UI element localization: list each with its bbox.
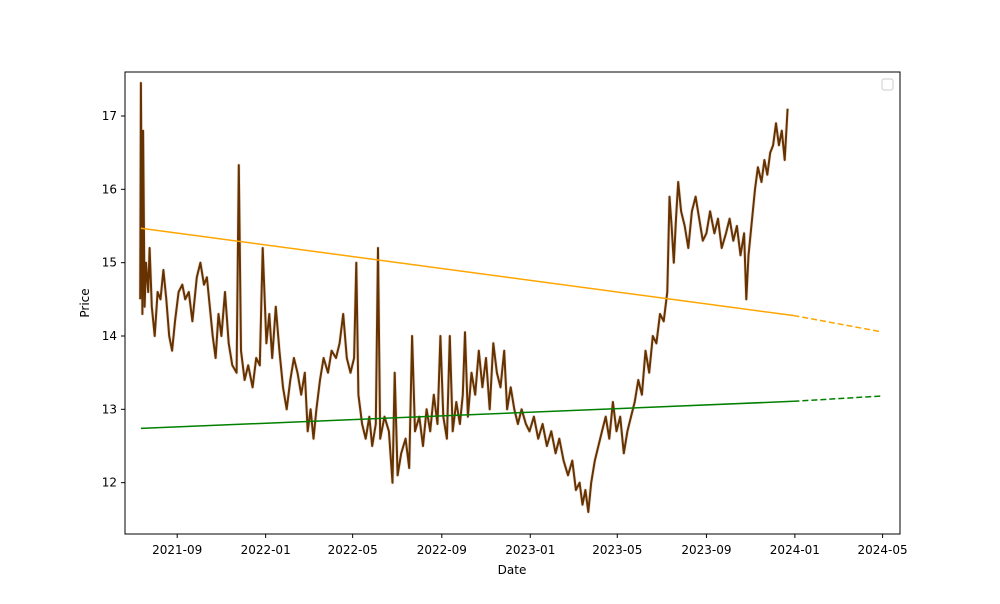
y-axis: 12 13 14 15 16 17 — [102, 109, 125, 490]
y-tick-label: 15 — [102, 256, 117, 270]
plot-frame — [124, 71, 901, 535]
lower-trend-solid-line — [140, 400, 794, 430]
x-tick-label: 2022-05 — [328, 543, 378, 557]
series-layer — [138, 81, 881, 514]
x-tick-label: 2022-09 — [417, 543, 467, 557]
upper-trend-dashed-line — [793, 314, 881, 333]
y-axis-label: Price — [78, 288, 92, 317]
x-tick-label: 2024-01 — [770, 543, 820, 557]
lower-trend-dashed-line — [793, 395, 881, 403]
x-tick-label: 2023-09 — [681, 543, 731, 557]
x-axis-label: Date — [498, 563, 527, 577]
x-tick-label: 2023-05 — [592, 543, 642, 557]
x-tick-label: 2021-09 — [152, 543, 202, 557]
y-tick-label: 13 — [102, 402, 117, 416]
x-axis: 2021-09 2022-01 2022-05 2022-09 2023-01 2023-… — [152, 534, 908, 557]
legend-box — [881, 78, 894, 91]
x-tick-label: 2022-01 — [241, 543, 291, 557]
y-tick-label: 12 — [102, 476, 117, 490]
y-tick-label: 14 — [102, 329, 117, 343]
x-tick-label: 2024-05 — [858, 543, 908, 557]
upper-trend-solid-line — [140, 227, 794, 317]
x-tick-label: 2023-01 — [505, 543, 555, 557]
y-tick-label: 16 — [102, 182, 117, 196]
price-solid-line — [139, 82, 789, 513]
y-tick-label: 17 — [102, 109, 117, 123]
